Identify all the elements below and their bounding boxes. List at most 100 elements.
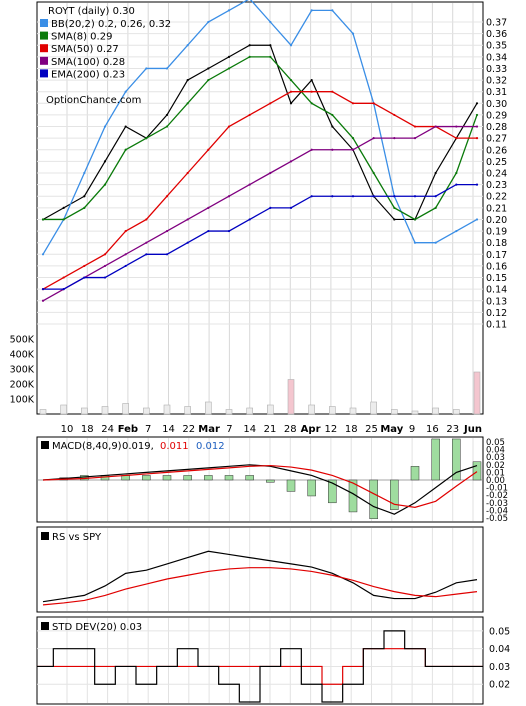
- price-tick-label: 0.31: [486, 87, 507, 98]
- series-point: [455, 137, 458, 140]
- series-point: [434, 195, 437, 198]
- volume-bar: [329, 406, 336, 415]
- series-point: [393, 113, 396, 117]
- series-point: [124, 264, 127, 268]
- price-tick-label: 0.16: [486, 261, 507, 272]
- x-tick-label: 9: [409, 424, 415, 435]
- macd-signal-line: [42, 464, 478, 508]
- series-point: [207, 78, 210, 82]
- series-point: [207, 206, 210, 209]
- series-point: [372, 137, 375, 140]
- series-point: [310, 148, 313, 151]
- price-tick-label: 0.30: [486, 99, 507, 110]
- series-point: [103, 264, 107, 268]
- series-point: [331, 9, 334, 12]
- volume-bar: [39, 409, 47, 415]
- x-tick-label: 21: [264, 424, 277, 435]
- x-tick-label: 10: [61, 424, 74, 435]
- series-point: [124, 90, 127, 93]
- price-tick-label: 0.33: [486, 64, 507, 75]
- x-tick-label: Apr: [301, 424, 321, 435]
- series-point: [269, 55, 272, 58]
- volume-tick-label: 100K: [10, 395, 35, 406]
- x-tick-label: 7: [226, 424, 232, 435]
- macd-hist-bar: [452, 438, 461, 481]
- macd-tick-label: 0.01: [486, 468, 505, 478]
- series-point: [455, 229, 458, 233]
- volume-bar: [101, 406, 109, 415]
- series-point: [289, 206, 293, 209]
- series-point: [165, 67, 169, 70]
- price-tick-label: 0.25: [486, 157, 507, 168]
- std-tick-label: 0.05: [489, 626, 510, 637]
- series-point: [475, 218, 479, 221]
- series-point: [227, 55, 231, 58]
- legend: BB(20,2) 0.2, 0.26, 0.32 SMA(8) 0.29SMA(5…: [40, 19, 171, 80]
- series-point: [103, 160, 107, 163]
- std-tick-label: 0.04: [489, 644, 510, 655]
- series-point: [41, 299, 45, 302]
- series-point: [62, 276, 65, 279]
- series-point: [289, 44, 293, 47]
- series-point: [41, 253, 45, 256]
- series-point: [413, 218, 417, 221]
- x-tick-label: 16: [426, 424, 439, 435]
- x-tick-label: 18: [81, 424, 94, 435]
- macd-hist-bar: [245, 475, 254, 481]
- series-point: [186, 171, 189, 175]
- series-point: [103, 125, 107, 128]
- macd-hist-bar: [224, 475, 234, 481]
- series-point: [475, 183, 479, 186]
- series-point: [393, 195, 396, 198]
- legend-swatch: [40, 44, 48, 53]
- volume-bar: [143, 407, 150, 415]
- price-tick-label: 0.36: [486, 29, 507, 40]
- price-tick-label: 0.13: [486, 296, 507, 307]
- legend-label: SMA(50) 0.27: [51, 44, 119, 55]
- price-tick-label: 0.19: [486, 227, 507, 238]
- series-point: [145, 137, 148, 140]
- indicator-series: [37, 438, 483, 703]
- macd-hist-bar: [183, 475, 192, 481]
- price-tick-label: 0.12: [486, 308, 507, 319]
- series-point: [103, 183, 107, 186]
- series-point: [83, 276, 86, 279]
- macd-tick-label: 0.00: [486, 476, 505, 486]
- series-point: [248, 44, 251, 47]
- macd-tick-label: -0.02: [486, 491, 508, 501]
- series-point: [207, 67, 210, 70]
- series-point: [83, 264, 86, 268]
- series-point: [393, 218, 396, 221]
- price-tick-label: 0.18: [486, 238, 507, 249]
- x-tick-label: 18: [345, 424, 358, 435]
- series-line: [43, 56, 478, 221]
- series-point: [434, 206, 437, 209]
- series-point: [186, 78, 189, 82]
- volume-bar: [349, 407, 357, 415]
- macd-hist-bar: [266, 479, 275, 483]
- series-point: [269, 44, 272, 47]
- price-tick-label: 0.21: [486, 203, 507, 214]
- series-point: [41, 218, 45, 221]
- x-tick-label: May: [380, 424, 403, 435]
- macd-hist-bar: [431, 438, 440, 481]
- x-tick-label: 25: [365, 424, 378, 435]
- volume-bar: [370, 401, 377, 415]
- macd-hist-bar: [142, 475, 151, 481]
- series-point: [393, 206, 396, 209]
- series-point: [475, 137, 479, 140]
- series-point: [351, 102, 355, 105]
- price-tick-label: 0.29: [486, 110, 507, 121]
- series-point: [248, 55, 251, 58]
- rs-title-swatch: [41, 532, 49, 540]
- series-line: [42, 91, 477, 290]
- series-point: [289, 90, 293, 93]
- watermark: OptionChance.com: [46, 95, 141, 106]
- series-point: [310, 195, 313, 198]
- series-point: [165, 113, 169, 117]
- series-point: [124, 125, 127, 128]
- x-tick-label: 7: [145, 424, 151, 435]
- series-point: [103, 253, 107, 256]
- series-point: [124, 148, 127, 151]
- x-tick-label: Mar: [198, 424, 220, 435]
